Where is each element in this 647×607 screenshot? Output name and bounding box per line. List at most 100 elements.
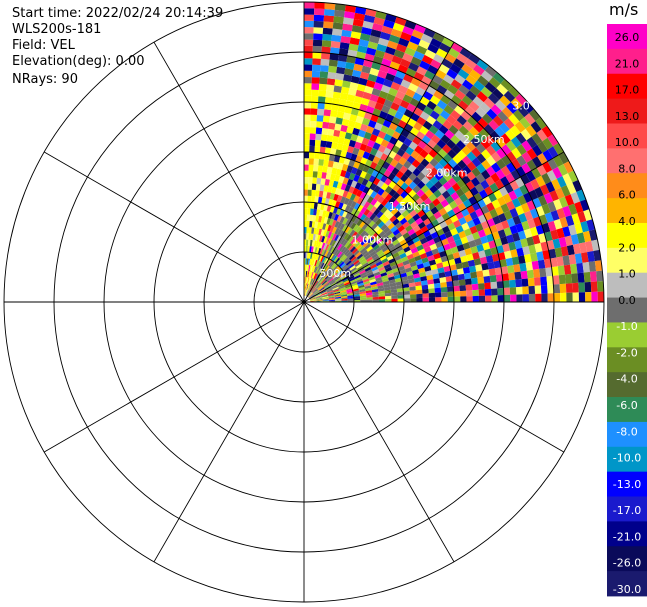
velocity-cell — [345, 286, 353, 290]
velocity-cell — [492, 88, 504, 100]
velocity-cell — [335, 267, 342, 273]
velocity-cell — [429, 80, 440, 90]
velocity-cell — [386, 255, 394, 261]
velocity-cell — [508, 241, 517, 251]
velocity-cell — [393, 153, 402, 163]
velocity-cell — [325, 265, 330, 272]
velocity-cell — [313, 227, 317, 235]
velocity-cell — [308, 271, 311, 278]
velocity-cell — [327, 276, 333, 282]
azimuth-spoke — [303, 301, 565, 453]
velocity-cell — [388, 245, 396, 252]
velocity-cell — [367, 99, 377, 109]
velocity-cell — [409, 290, 417, 295]
velocity-cell — [313, 158, 319, 166]
velocity-cell — [455, 188, 465, 198]
velocity-cell — [350, 208, 358, 216]
velocity-cell — [383, 283, 391, 288]
colorbar-swatch — [607, 496, 647, 522]
velocity-cell — [327, 291, 334, 295]
velocity-cell — [330, 246, 336, 254]
velocity-cell — [466, 161, 477, 172]
colorbar-tick-label: -21.0 — [613, 530, 641, 543]
velocity-cell — [450, 42, 463, 53]
velocity-cell — [407, 118, 417, 128]
velocity-cell — [536, 129, 548, 142]
velocity-cell — [361, 26, 372, 36]
velocity-cell — [318, 159, 324, 166]
velocity-cell — [428, 288, 435, 294]
velocity-cell — [308, 164, 314, 172]
velocity-cell — [332, 22, 344, 30]
velocity-cell — [489, 275, 497, 283]
velocity-cell — [397, 225, 406, 233]
velocity-cell — [377, 221, 385, 229]
velocity-cell — [383, 133, 392, 142]
velocity-cell — [583, 271, 591, 283]
velocity-cell — [394, 16, 407, 26]
velocity-cell — [415, 285, 423, 291]
velocity-cell — [310, 120, 317, 128]
velocity-cell — [469, 126, 480, 137]
velocity-cell — [337, 105, 346, 113]
velocity-cell — [323, 243, 328, 250]
velocity-cell — [415, 154, 425, 164]
velocity-cell — [367, 153, 376, 162]
velocity-cell — [331, 103, 339, 112]
velocity-cell — [350, 200, 357, 209]
velocity-cell — [447, 222, 456, 231]
velocity-cell — [329, 116, 337, 124]
colorbar-tick-label: 4.0 — [618, 215, 636, 228]
velocity-cell — [510, 294, 517, 302]
velocity-cell — [492, 253, 500, 262]
velocity-cell — [396, 288, 404, 293]
velocity-cell — [367, 41, 379, 50]
velocity-cell — [576, 262, 584, 274]
velocity-cell — [377, 195, 385, 204]
velocity-cell — [547, 134, 559, 147]
velocity-cell — [421, 135, 431, 145]
velocity-cell — [343, 112, 351, 121]
velocity-cell — [383, 226, 391, 234]
velocity-cell — [429, 95, 441, 106]
velocity-cell — [373, 82, 384, 91]
velocity-cell — [365, 292, 373, 296]
velocity-cell — [318, 276, 324, 283]
velocity-cell — [422, 241, 430, 249]
velocity-cell — [478, 289, 486, 296]
velocity-cell — [392, 252, 400, 259]
velocity-cell — [390, 235, 398, 243]
velocity-cell — [344, 11, 355, 19]
velocity-cell — [416, 163, 426, 172]
velocity-cell — [372, 215, 380, 223]
velocity-cell — [410, 56, 422, 67]
velocity-cell — [504, 183, 514, 194]
velocity-cell — [568, 254, 577, 265]
velocity-cell — [409, 286, 416, 291]
velocity-cell — [339, 92, 349, 101]
velocity-cell — [403, 246, 411, 253]
velocity-cell — [343, 233, 350, 240]
velocity-cell — [423, 197, 433, 206]
velocity-cell — [340, 289, 347, 293]
velocity-cell — [542, 250, 551, 260]
velocity-cell — [413, 121, 423, 131]
velocity-cell — [546, 240, 555, 250]
velocity-cell — [313, 33, 323, 41]
colorbar-swatch — [607, 471, 647, 497]
velocity-cell — [318, 215, 323, 223]
velocity-cell — [401, 242, 409, 250]
velocity-cell — [389, 34, 401, 44]
velocity-cell — [484, 288, 492, 296]
velocity-cell — [556, 176, 567, 188]
velocity-cell — [552, 238, 561, 249]
velocity-cell — [401, 151, 411, 161]
velocity-cell — [308, 233, 312, 240]
velocity-cell — [378, 230, 386, 238]
velocity-cell — [363, 252, 370, 258]
velocity-cell — [317, 284, 323, 290]
velocity-cell — [450, 134, 461, 145]
velocity-cell — [333, 129, 341, 137]
velocity-cell — [429, 110, 440, 120]
velocity-cell — [312, 287, 317, 293]
